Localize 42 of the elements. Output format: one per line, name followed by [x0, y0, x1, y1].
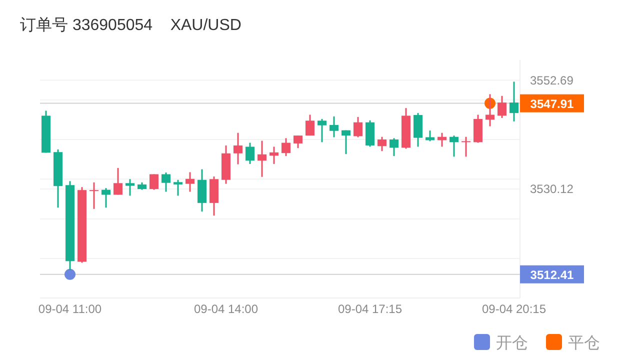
candlestick: [234, 132, 242, 166]
y-tick-label: 3530.12: [530, 182, 574, 196]
candlestick: [474, 114, 482, 144]
candlestick: [342, 130, 350, 155]
candlestick: [210, 176, 218, 216]
candlestick: [282, 137, 290, 157]
candlestick: [366, 120, 374, 148]
candlestick: [318, 118, 326, 143]
x-tick-label: 09-04 20:15: [482, 302, 546, 316]
chart-title: 订单号 336905054 XAU/USD: [20, 16, 242, 34]
candlestick: [462, 136, 470, 158]
legend-label: 平仓: [568, 335, 600, 352]
candlestick: [186, 171, 194, 193]
candlestick: [198, 168, 206, 212]
candlestick: [390, 137, 398, 157]
candlestick: [414, 112, 422, 148]
candlestick: [426, 130, 434, 142]
candlestick: [150, 173, 158, 191]
ref-line-label: 3547.91: [530, 96, 574, 111]
x-tick-label: 09-04 14:00: [194, 302, 258, 316]
legend-label: 开仓: [496, 335, 528, 352]
x-tick-label: 09-04 11:00: [38, 302, 102, 316]
candlestick: [354, 116, 362, 138]
candlestick: [510, 80, 518, 122]
candlestick: [102, 187, 110, 208]
candlestick: [270, 146, 278, 165]
candlestick: [450, 134, 458, 158]
y-tick-label: 3552.69: [530, 73, 574, 88]
candlestick: [90, 182, 98, 210]
candlestick: [306, 114, 314, 136]
candlestick: [126, 178, 134, 196]
candlestick: [162, 172, 170, 193]
candlestick: [330, 116, 338, 138]
candlestick: [114, 167, 122, 196]
candlestick: [258, 140, 266, 178]
candlestick: [174, 179, 182, 196]
x-tick-label: 09-04 17:15: [338, 302, 402, 316]
candlestick: [294, 134, 302, 149]
candlestick: [246, 142, 254, 165]
candlestick: [498, 95, 506, 119]
ref-line-label: 3512.41: [530, 268, 574, 282]
candlestick: [378, 136, 386, 152]
